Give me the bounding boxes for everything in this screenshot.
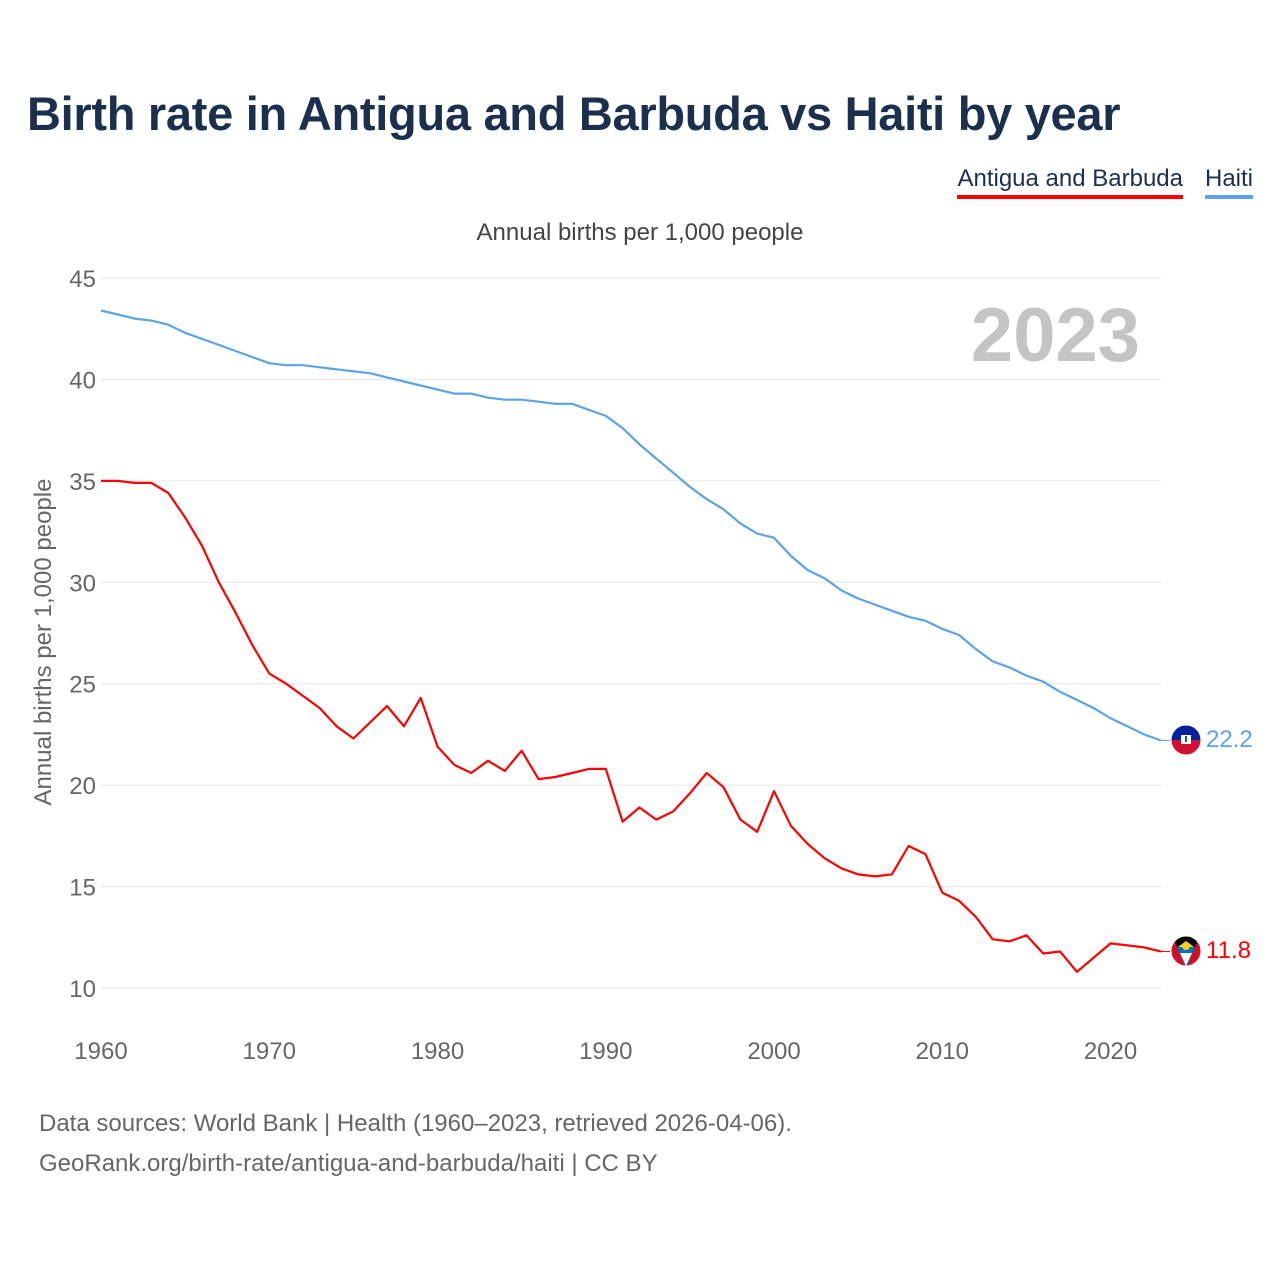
year-watermark: 2023: [971, 293, 1140, 378]
x-tick-label: 2000: [747, 1038, 800, 1065]
y-axis-ticks: 10 15 20 25 30 35 40 45: [69, 266, 96, 1003]
footer: Data sources: World Bank | Health (1960–…: [39, 1104, 792, 1184]
antigua-flag-ring: [1170, 935, 1202, 967]
series-lines: [100, 309, 1170, 973]
x-tick-label: 2010: [916, 1038, 969, 1065]
x-tick-label: 2020: [1084, 1038, 1137, 1065]
chart-area: 10 15 20 25 30 35 40 45 1960 1970 1980 1990 2000 201…: [30, 219, 1253, 1065]
y-tick-label: 20: [69, 773, 96, 800]
legend-label-antigua: Antigua and Barbuda: [957, 165, 1183, 192]
legend-swatch-antigua: [957, 195, 1183, 199]
x-tick-label: 1980: [411, 1038, 464, 1065]
haiti-end-value: 22.2: [1206, 726, 1253, 753]
chart-subtitle: Annual births per 1,000 people: [477, 219, 804, 246]
y-tick-label: 10: [69, 976, 96, 1003]
footer-link[interactable]: GeoRank.org/birth-rate/antigua-and-barbu…: [39, 1150, 658, 1177]
legend-item-antigua[interactable]: Antigua and Barbuda: [957, 164, 1183, 199]
chart-title: Birth rate in Antigua and Barbuda vs Hai…: [27, 87, 1121, 140]
y-tick-label: 35: [69, 469, 96, 496]
series-line-antigua-and-barbuda[interactable]: [101, 479, 1162, 973]
antigua-end-value: 11.8: [1206, 937, 1251, 964]
gridlines: [101, 277, 1161, 989]
y-tick-label: 25: [69, 672, 96, 699]
legend-swatch-haiti: [1204, 195, 1253, 199]
legend: Antigua and Barbuda Haiti: [957, 164, 1253, 199]
antigua-and-barbuda-flag-icon: [1171, 936, 1201, 966]
y-tick-label: 30: [69, 570, 96, 597]
y-tick-label: 40: [69, 367, 96, 394]
series-line-haiti[interactable]: [100, 309, 1162, 742]
haiti-flag-ring: [1170, 724, 1202, 756]
y-axis-label: Annual births per 1,000 people: [30, 479, 57, 806]
legend-label-haiti: Haiti: [1204, 165, 1253, 192]
x-axis-ticks: 1960 1970 1980 1990 2000 2010 2020: [74, 1038, 1137, 1065]
x-tick-label: 1990: [579, 1038, 632, 1065]
y-tick-label: 15: [69, 875, 96, 902]
legend-item-haiti[interactable]: Haiti: [1204, 164, 1253, 199]
x-tick-label: 1960: [74, 1038, 127, 1065]
haiti-flag-icon: [1171, 725, 1201, 755]
footer-sources: Data sources: World Bank | Health (1960–…: [39, 1110, 792, 1137]
y-tick-label: 45: [69, 266, 96, 293]
x-tick-label: 1970: [243, 1038, 296, 1065]
